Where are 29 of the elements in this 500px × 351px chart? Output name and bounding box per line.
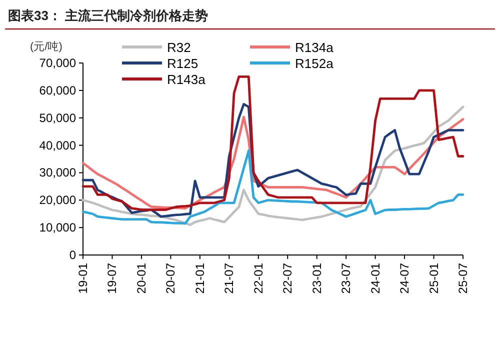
legend-label: R143a [167, 72, 206, 87]
x-tick-label: 21-01 [192, 262, 207, 294]
x-tick-label: 22-01 [251, 262, 266, 294]
y-tick-label: 20,000 [39, 193, 76, 208]
legend-label: R125 [167, 56, 198, 71]
x-tick-label: 23-07 [339, 262, 354, 294]
y-tick-label: 0 [69, 248, 76, 262]
x-tick-label: 25-07 [456, 262, 470, 294]
y-tick-label: 50,000 [39, 110, 76, 125]
y-tick-label: 60,000 [39, 83, 76, 98]
y-tick-label: 70,000 [39, 56, 76, 70]
x-tick-label: 21-07 [222, 262, 236, 294]
legend-label: R32 [167, 40, 191, 55]
y-tick-label: 10,000 [39, 220, 76, 235]
y-axis-title: (元/吨) [30, 40, 62, 53]
x-tick-label: 24-01 [368, 262, 382, 294]
x-tick-label: 25-01 [426, 262, 441, 294]
y-tick-label: 40,000 [39, 138, 76, 152]
y-tick-label: 30,000 [39, 166, 76, 180]
legend-label: R134a [295, 40, 334, 55]
x-tick-label: 19-07 [105, 262, 120, 294]
x-tick-label: 20-01 [134, 262, 148, 294]
chart-title: 图表33： 主流三代制冷剂价格走势 [8, 8, 208, 23]
x-tick-label: 24-07 [398, 262, 412, 294]
x-tick-label: 22-07 [280, 262, 295, 294]
legend-label: R152a [295, 56, 334, 71]
x-tick-label: 19-01 [76, 262, 90, 294]
x-tick-label: 23-01 [310, 262, 324, 294]
x-tick-label: 20-07 [164, 262, 178, 294]
